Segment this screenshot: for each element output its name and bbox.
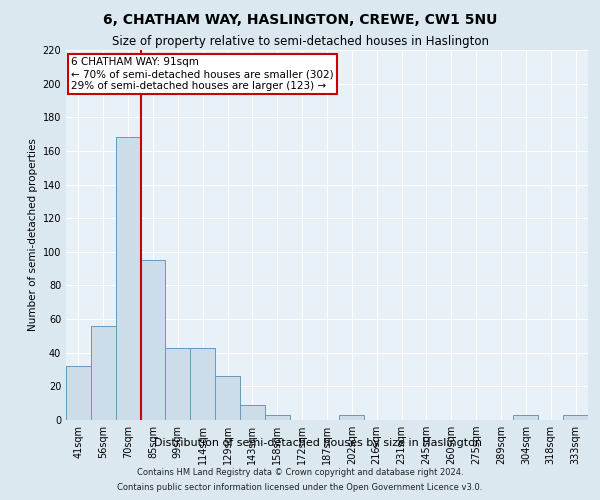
Bar [91, 326, 116, 420]
Bar [215, 376, 240, 420]
Text: Distribution of semi-detached houses by size in Haslington: Distribution of semi-detached houses by … [154, 438, 482, 448]
Bar [514, 415, 538, 420]
Bar [66, 366, 91, 420]
Bar [166, 348, 190, 420]
Bar [116, 138, 140, 420]
Text: 6 CHATHAM WAY: 91sqm
← 70% of semi-detached houses are smaller (302)
29% of semi: 6 CHATHAM WAY: 91sqm ← 70% of semi-detac… [71, 58, 334, 90]
Bar [240, 405, 265, 420]
Bar [140, 260, 166, 420]
Bar [190, 348, 215, 420]
Bar [340, 415, 364, 420]
Y-axis label: Number of semi-detached properties: Number of semi-detached properties [28, 138, 38, 332]
Text: Contains public sector information licensed under the Open Government Licence v3: Contains public sector information licen… [118, 483, 482, 492]
Bar [563, 415, 588, 420]
Text: Size of property relative to semi-detached houses in Haslington: Size of property relative to semi-detach… [112, 35, 488, 48]
Bar [265, 415, 290, 420]
Text: 6, CHATHAM WAY, HASLINGTON, CREWE, CW1 5NU: 6, CHATHAM WAY, HASLINGTON, CREWE, CW1 5… [103, 12, 497, 26]
Text: Contains HM Land Registry data © Crown copyright and database right 2024.: Contains HM Land Registry data © Crown c… [137, 468, 463, 477]
